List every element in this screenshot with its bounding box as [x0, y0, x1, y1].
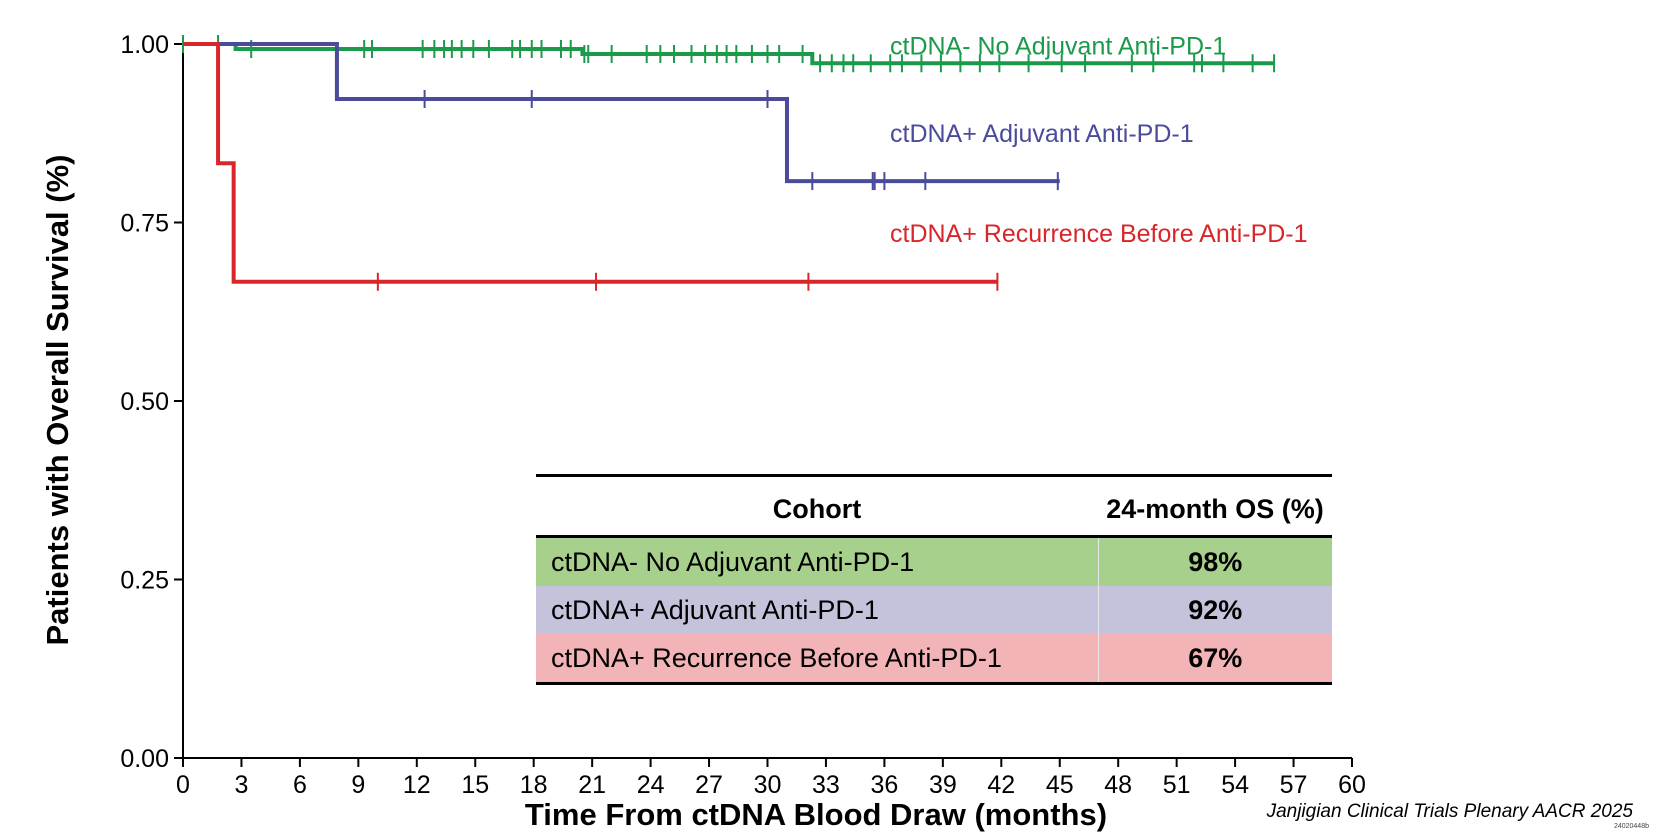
y-axis-title: Patients with Overall Survival (%) — [40, 155, 75, 646]
cohort-cell: ctDNA+ Recurrence Before Anti-PD-1 — [536, 634, 1098, 685]
series-label: ctDNA+ Recurrence Before Anti-PD-1 — [890, 220, 1308, 248]
series-labels: ctDNA- No Adjuvant Anti-PD-1 ctDNA+ Adjuv… — [890, 32, 1308, 248]
os-value-cell: 98% — [1097, 536, 1332, 586]
x-tick-label: 21 — [578, 771, 606, 799]
os-value-cell: 67% — [1097, 634, 1332, 685]
x-tick-label: 42 — [987, 771, 1015, 799]
table-row: ctDNA+ Recurrence Before Anti-PD-1 67% — [536, 634, 1332, 685]
cohort-cell: ctDNA+ Adjuvant Anti-PD-1 — [536, 586, 1098, 634]
series-layer — [182, 35, 1276, 291]
x-tick-label: 12 — [403, 771, 431, 799]
survival-curve — [183, 42, 998, 284]
x-tick-label: 39 — [929, 771, 957, 799]
x-tick-label: 51 — [1163, 771, 1191, 799]
x-tick-label: 27 — [695, 771, 723, 799]
survival-curve — [183, 42, 1060, 184]
x-tick-label: 6 — [293, 771, 307, 799]
x-tick-label: 60 — [1338, 771, 1366, 799]
cohort-cell: ctDNA- No Adjuvant Anti-PD-1 — [536, 536, 1098, 586]
series-label: ctDNA+ Adjuvant Anti-PD-1 — [890, 120, 1194, 148]
y-tick-label: 0.75 — [120, 210, 169, 238]
x-tick-label: 54 — [1221, 771, 1249, 799]
series-label: ctDNA- No Adjuvant Anti-PD-1 — [890, 32, 1226, 60]
x-tick-label: 36 — [870, 771, 898, 799]
x-tick-label: 48 — [1104, 771, 1132, 799]
table-header-row: Cohort 24-month OS (%) — [536, 474, 1332, 538]
x-tick-label: 3 — [234, 771, 248, 799]
os-value-cell: 92% — [1097, 586, 1332, 634]
x-tick-label: 9 — [351, 771, 365, 799]
x-tick-label: 18 — [520, 771, 548, 799]
x-tick-label: 15 — [461, 771, 489, 799]
y-tick-label: 0.50 — [120, 388, 169, 416]
document-code: 24020448b — [1613, 823, 1649, 830]
x-tick-label: 57 — [1280, 771, 1308, 799]
x-axis-title: Time From ctDNA Blood Draw (months) — [525, 797, 1107, 832]
y-tick-label: 0.00 — [120, 745, 169, 773]
axes: 0 3 6 9 12 15 18 21 24 27 30 33 36 39 42 45 48 51 54 57 600.… — [120, 31, 1366, 799]
table-row: ctDNA+ Adjuvant Anti-PD-1 92% — [536, 586, 1332, 634]
series-2 — [183, 42, 1060, 191]
series-3 — [183, 42, 999, 291]
header-cohort: Cohort — [536, 474, 1098, 538]
table-row: ctDNA- No Adjuvant Anti-PD-1 98% — [536, 536, 1332, 586]
x-tick-label: 30 — [754, 771, 782, 799]
y-tick-label: 1.00 — [120, 31, 169, 59]
x-tick-label: 45 — [1046, 771, 1074, 799]
x-tick-label: 24 — [637, 771, 665, 799]
y-tick-label: 0.25 — [120, 567, 169, 595]
x-tick-label: 33 — [812, 771, 840, 799]
x-tick-label: 0 — [176, 771, 190, 799]
citation: Janjigian Clinical Trials Plenary AACR 2… — [1266, 801, 1633, 822]
header-24-month-os: 24-month OS (%) — [1098, 474, 1332, 538]
os-summary-table: Cohort 24-month OS (%) ctDNA- No Adjuvan… — [536, 474, 1332, 685]
